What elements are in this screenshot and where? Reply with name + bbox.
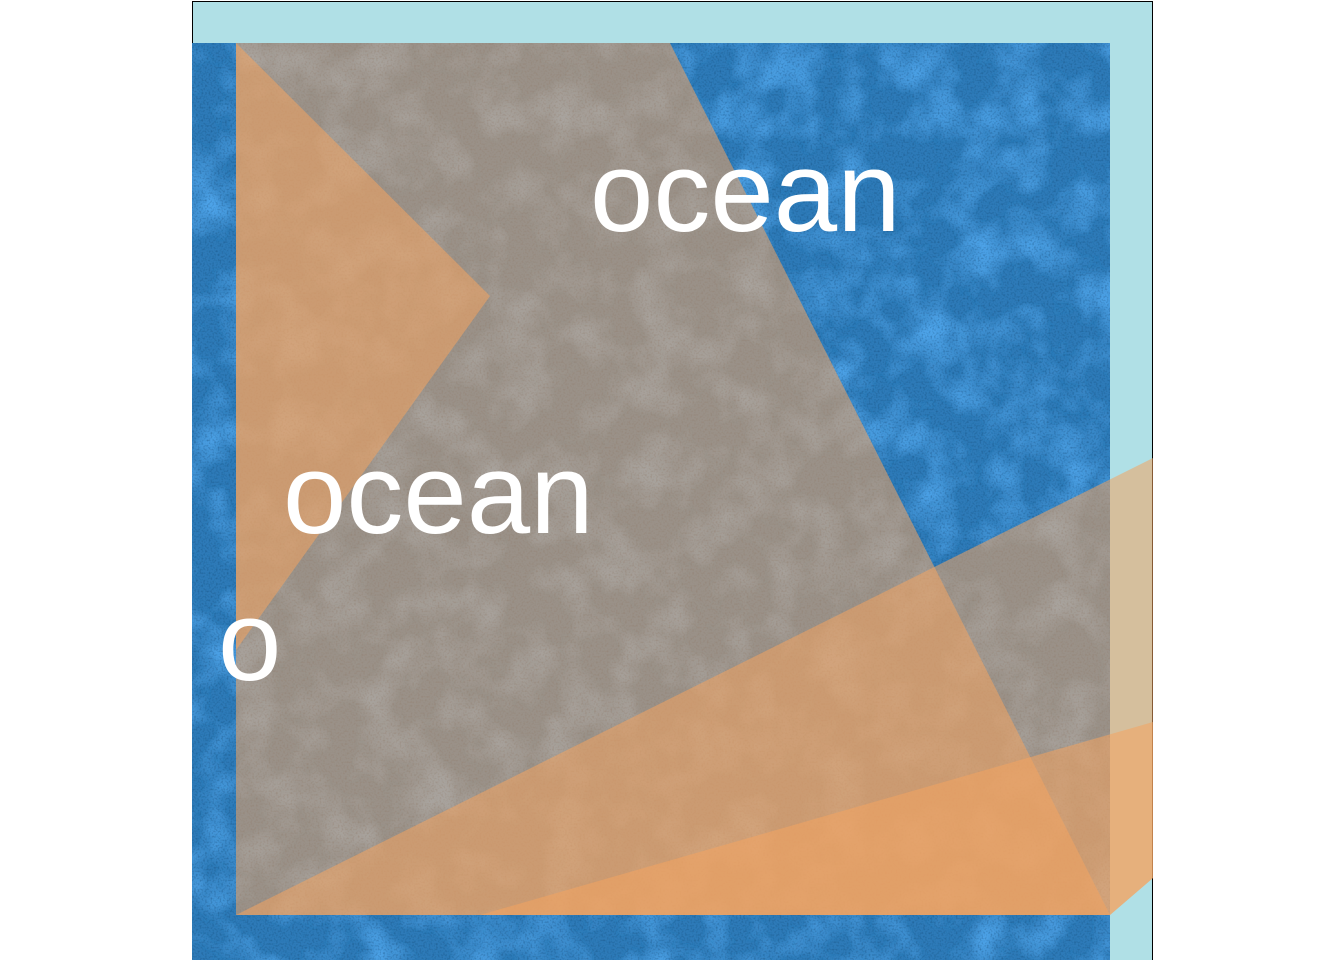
orange-sliver-bottom xyxy=(480,722,1153,915)
ocean-word-top: ocean xyxy=(590,129,901,256)
orange-overlays xyxy=(236,43,1153,915)
ocean-word-middle: ocean xyxy=(283,431,594,558)
ocean-word-lower: o xyxy=(218,578,281,705)
ocean-words: ocean ocean o xyxy=(218,129,901,705)
orange-triangle-upper xyxy=(236,43,490,650)
